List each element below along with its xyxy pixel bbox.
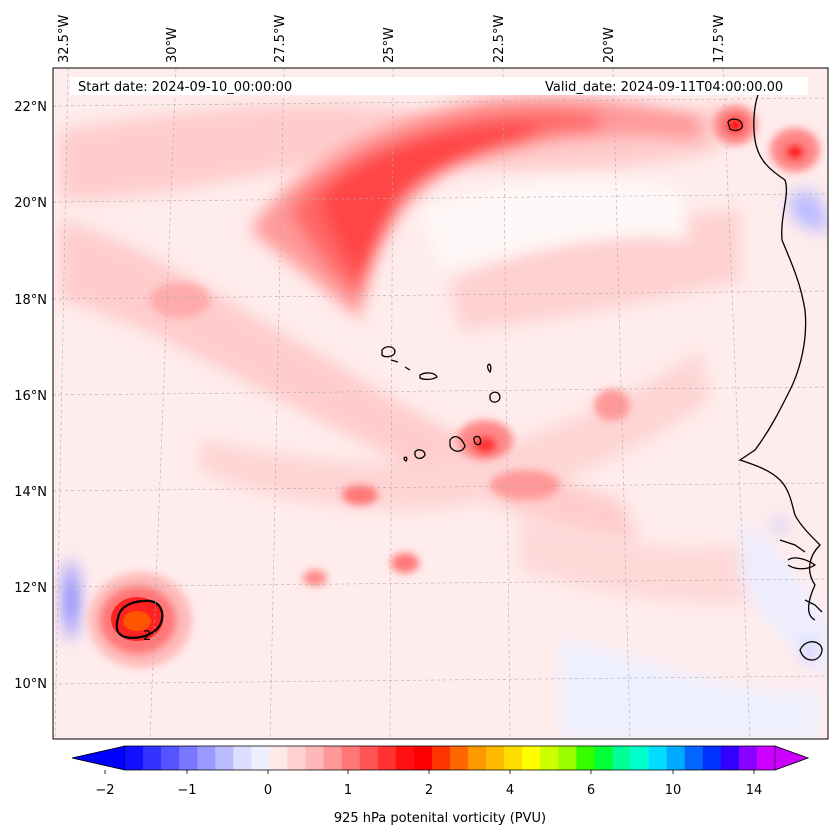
colorbar-tick-label: 2 [425,783,433,798]
colorbar-outline [71,745,810,771]
colorbar-swatch [125,746,144,770]
colorbar-swatch [450,746,469,770]
colorbar-swatch [684,746,704,770]
colorbar-tick-label: 6 [587,783,595,798]
colorbar-tick-label: 1 [344,783,352,798]
latitude-label: 20°N [14,196,47,211]
gridlines [53,68,828,739]
colorbar-swatch [612,746,632,770]
longitude-label: 27.5°W [273,15,288,63]
colorbar-swatch [413,746,433,770]
latitude-label: 18°N [14,293,47,308]
start-date-box [70,77,308,95]
colorbar-label: 925 hPa potenital vorticity (PVU) [334,811,546,826]
colorbar-swatch [720,746,740,770]
colorbar-tick-label: 14 [746,783,763,798]
colorbar-swatch [143,746,162,770]
colorbar-swatch [594,746,613,770]
colorbar-swatch [630,746,650,770]
longitude-labels: 32.5°W 30°W 27.5°W 25°W 22.5°W 20°W 17.5°W [57,15,727,63]
pv-field-streak [250,95,700,320]
africa-coastline [738,89,821,621]
colorbar-swatch [305,746,325,770]
colorbar-swatch [540,746,559,770]
longitude-label: 20°W [602,27,617,63]
colorbar-tick-label: 4 [506,783,514,798]
valid-date-label: Valid_date: 2024-09-11T04:00:00.00 [545,80,783,95]
longitude-label: 32.5°W [57,15,72,63]
colorbar-swatch [215,746,234,770]
colorbar-swatch [431,746,451,770]
longitude-label: 30°W [165,27,180,63]
colorbar-swatch [558,746,577,770]
latitude-label: 12°N [14,581,47,596]
header-strip [308,77,535,95]
longitude-label: 22.5°W [492,15,507,63]
colorbar-swatch [179,746,198,770]
colorbar-swatch [161,746,180,770]
colorbar-swatch [251,746,270,770]
colorbar-tick-label: 10 [665,783,682,798]
colorbar-swatch [522,746,541,770]
colorbar-tick-label: −2 [95,783,114,798]
colorbar-swatch [648,746,668,770]
colorbar-tick-label: 0 [264,783,272,798]
start-date-label: Start date: 2024-09-10_00:00:00 [78,80,292,95]
contour-label: 2 [143,629,151,644]
colorbar: −2 −1 0 1 2 4 6 10 14 [71,745,810,798]
colorbar-swatch [377,746,397,770]
longitude-label: 17.5°W [712,15,727,63]
colorbar-extend-high [774,745,809,771]
colorbar-swatch [341,746,361,770]
latitude-label: 10°N [14,677,47,692]
latitude-label: 22°N [14,100,47,115]
pv-field-spots [150,105,820,586]
colorbar-swatch [666,746,686,770]
colorbar-swatch [486,746,505,770]
colorbar-swatch [738,746,758,770]
colorbar-swatch [323,746,343,770]
latitude-label: 14°N [14,485,47,500]
colorbar-swatch [359,746,379,770]
colorbar-tick-label: −1 [177,783,196,798]
colorbar-swatch [576,746,595,770]
colorbar-swatch [287,746,307,770]
colorbar-swatch [269,746,288,770]
pv-vortex-core: 2 [88,572,192,668]
colorbar-swatch [468,746,487,770]
colorbar-swatch [756,746,776,770]
latitude-labels: 22°N 20°N 18°N 16°N 14°N 12°N 10°N [14,100,47,692]
colorbar-extend-low [71,745,126,771]
latitude-label: 16°N [14,389,47,404]
valid-date-box [535,77,808,95]
map-frame [52,67,829,740]
longitude-label: 25°W [382,27,397,63]
map-panel: 2 [53,68,828,739]
colorbar-swatch [197,746,216,770]
colorbar-swatch [702,746,722,770]
colorbar-swatch [504,746,523,770]
pv-field-low [63,179,828,739]
coastlines [381,89,823,661]
colorbar-swatch [395,746,415,770]
colorbar-swatch [233,746,252,770]
